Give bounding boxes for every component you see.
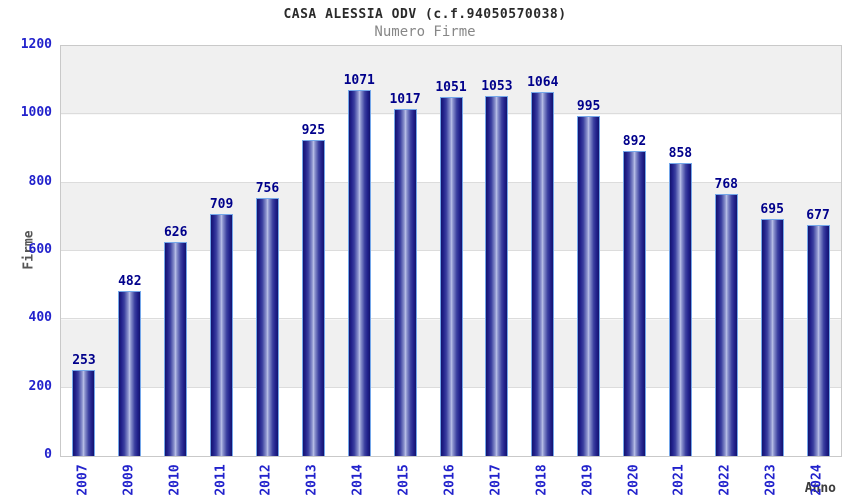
y-tick-label: 1000 [20, 105, 52, 121]
bar-2011 [210, 213, 234, 456]
bar-2016 [439, 96, 463, 456]
bar-2015 [393, 108, 417, 456]
bar-value-label: 626 [163, 225, 188, 241]
y-tick-label: 600 [28, 242, 52, 257]
bar-value-label: 858 [668, 145, 693, 161]
bar-value-label: 709 [209, 196, 234, 212]
bar-value-label: 768 [714, 176, 739, 192]
chart-title: CASA ALESSIA ODV (c.f.94050570038) [283, 7, 567, 22]
chart-subtitle: Numero Firme [374, 24, 476, 40]
bar-value-label: 1064 [527, 75, 559, 91]
bar-value-label: 1071 [343, 73, 375, 89]
bar-value-label: 695 [760, 201, 784, 217]
y-tick-label: 800 [28, 173, 52, 189]
y-tick-label: 1200 [20, 37, 52, 52]
y-tick-label: 200 [28, 378, 52, 394]
bar-2010 [164, 242, 188, 456]
bar-value-label: 1051 [435, 79, 467, 95]
bar-value-label: 482 [118, 274, 142, 290]
bar-value-label: 756 [255, 180, 280, 196]
bar-2022 [714, 193, 738, 456]
bar-2023 [760, 218, 784, 456]
bar-value-label: 1017 [389, 91, 421, 107]
x-tick-label: 2012 [258, 464, 274, 496]
bar-2012 [255, 197, 279, 456]
x-tick-label: 2007 [75, 464, 91, 496]
bar-value-label: 892 [622, 134, 647, 150]
bar-2024 [806, 224, 830, 456]
x-tick-label: 2018 [534, 464, 550, 496]
bar-2017 [485, 96, 509, 456]
bar-value-label: 995 [576, 99, 601, 115]
bar-2021 [668, 162, 692, 456]
x-tick-label: 2013 [304, 464, 320, 496]
y-tick-label: 0 [44, 447, 52, 462]
bar-2013 [301, 139, 325, 456]
x-tick-label: 2011 [213, 464, 229, 496]
bar-value-label: 253 [72, 352, 96, 368]
bar-2014 [347, 90, 371, 456]
bar-value-label: 677 [806, 207, 830, 223]
bar-2009 [118, 291, 142, 456]
bar-2019 [577, 116, 601, 456]
x-tick-label: 2023 [763, 464, 779, 496]
x-tick-label: 2016 [442, 464, 458, 496]
bar-value-label: 925 [301, 122, 326, 138]
x-tick-label: 2010 [167, 464, 183, 496]
x-tick-label: 2014 [350, 464, 366, 496]
x-tick-label: 2019 [580, 464, 596, 496]
x-tick-label: 2024 [809, 464, 825, 496]
x-tick-label: 2020 [626, 464, 642, 496]
x-tick-label: 2021 [671, 464, 687, 496]
x-axis-title: Anno [804, 481, 836, 496]
bar-2007 [72, 369, 96, 456]
x-tick-label: 2009 [121, 464, 137, 496]
y-tick-label: 400 [28, 310, 52, 326]
x-tick-label: 2017 [488, 464, 504, 496]
x-tick-label: 2015 [396, 464, 412, 496]
bar-2020 [623, 151, 647, 456]
bar-value-label: 1053 [481, 79, 513, 95]
bar-2018 [531, 92, 555, 456]
plot-area: 253 482 626 709 756 925 1071 1017 1051 1053 1064 99… [60, 45, 842, 457]
x-tick-label: 2022 [717, 464, 733, 496]
